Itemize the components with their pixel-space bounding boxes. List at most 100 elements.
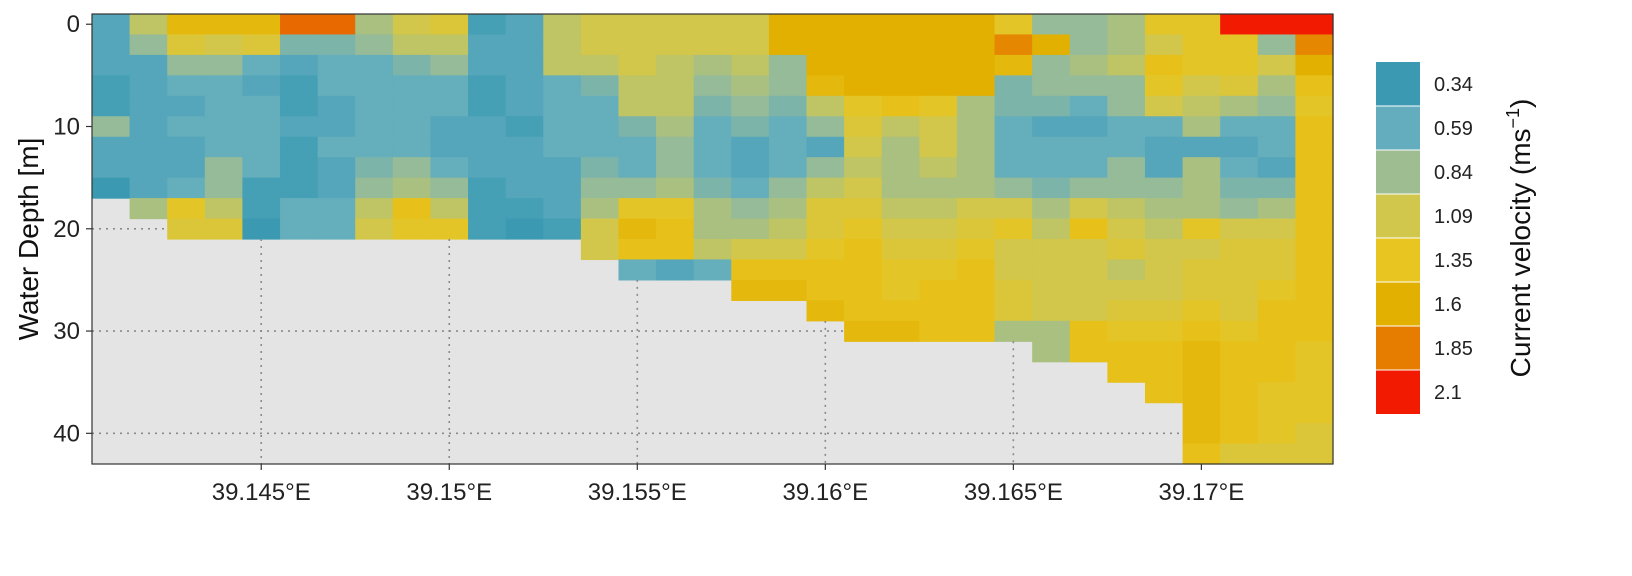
velocity-cell [693,259,732,281]
velocity-cell [1220,279,1259,301]
panel-border [91,13,1334,465]
velocity-cell [1220,259,1259,281]
velocity-cell [167,157,206,179]
velocity-cell [1220,218,1259,240]
velocity-cell [1257,423,1296,445]
velocity-cell [1257,116,1296,138]
velocity-cell [468,95,507,117]
velocity-cell [242,136,281,158]
velocity-cell [355,75,394,97]
y-tick-label: 20 [53,216,80,243]
y-tick-label: 0 [67,11,80,38]
velocity-cell [580,218,620,240]
velocity-cell [1107,116,1146,138]
velocity-cell [1144,382,1184,404]
velocity-cell [768,14,808,36]
legend-key [1376,106,1420,150]
velocity-cell [167,14,206,36]
velocity-cell [994,136,1033,158]
velocity-cell [656,75,695,97]
velocity-cell [844,136,883,158]
velocity-cell [656,177,695,199]
velocity-cell [994,239,1033,261]
velocity-cell [1220,423,1259,445]
velocity-cell [881,177,920,199]
velocity-cell [580,34,620,56]
velocity-cell [956,34,996,56]
velocity-cell [1220,198,1259,220]
legend: 0.34 0.59 0.84 1.09 1.35 1.6 1.85 2.1 Current v… [1376,62,1536,414]
velocity-cell [317,14,356,36]
velocity-cell [242,34,281,56]
x-tick-label: 39.15°E [406,479,492,506]
velocity-cell [1144,198,1184,220]
velocity-cell [1069,239,1108,261]
velocity-cell [204,34,244,56]
velocity-cell [1144,95,1184,117]
velocity-cell [543,218,582,240]
velocity-cell [1032,239,1071,261]
velocity-cell [693,75,732,97]
velocity-cell [656,157,695,179]
y-axis-title: Water Depth [m] [13,138,44,341]
velocity-cell [242,14,281,36]
velocity-cell [1032,320,1071,342]
velocity-cell [280,34,319,56]
velocity-cell [1220,95,1259,117]
velocity-cell [392,14,432,36]
velocity-cell [1295,341,1334,363]
velocity-cell [468,218,507,240]
velocity-cell [1032,279,1071,301]
velocity-cell [505,177,544,199]
velocity-cell [280,157,319,179]
velocity-cell [919,116,958,138]
velocity-cell [242,218,281,240]
velocity-cell [1069,157,1108,179]
velocity-cell [1257,382,1296,404]
legend-label: 0.34 [1434,74,1473,96]
velocity-cell [430,198,469,220]
velocity-cell [844,279,883,301]
velocity-cell [1182,75,1221,97]
velocity-cell [430,34,469,56]
velocity-cell [167,198,206,220]
velocity-cell [580,75,620,97]
velocity-cell [1144,300,1184,322]
velocity-cell [392,34,432,56]
velocity-cell [543,34,582,56]
velocity-cell [693,218,732,240]
velocity-cell [956,279,996,301]
velocity-cell [1257,157,1296,179]
velocity-cell [806,116,845,138]
velocity-cell [618,54,657,76]
velocity-cell [618,95,657,117]
velocity-cell [468,54,507,76]
velocity-cell [204,177,244,199]
velocity-cell [806,177,845,199]
velocity-cell [1257,341,1296,363]
velocity-cell [1257,361,1296,383]
velocity-cell [92,116,131,138]
velocity-cell [1220,34,1259,56]
velocity-cell [1220,402,1259,424]
velocity-cell [392,218,432,240]
velocity-cell [392,136,432,158]
velocity-cell [1032,198,1071,220]
velocity-cell [768,239,808,261]
velocity-cell [1069,116,1108,138]
velocity-cell [1257,136,1296,158]
velocity-cell [1069,177,1108,199]
velocity-cell [919,198,958,220]
velocity-cell [656,116,695,138]
velocity-cell [1220,341,1259,363]
velocity-cell [693,14,732,36]
velocity-cell [1182,402,1221,424]
velocity-cell [1182,300,1221,322]
velocity-cell [956,198,996,220]
velocity-cell [505,14,544,36]
velocity-cell [92,34,131,56]
x-tick-label: 39.155°E [588,479,687,506]
velocity-cell [1257,75,1296,97]
velocity-cell [1220,116,1259,138]
velocity-cell [844,177,883,199]
